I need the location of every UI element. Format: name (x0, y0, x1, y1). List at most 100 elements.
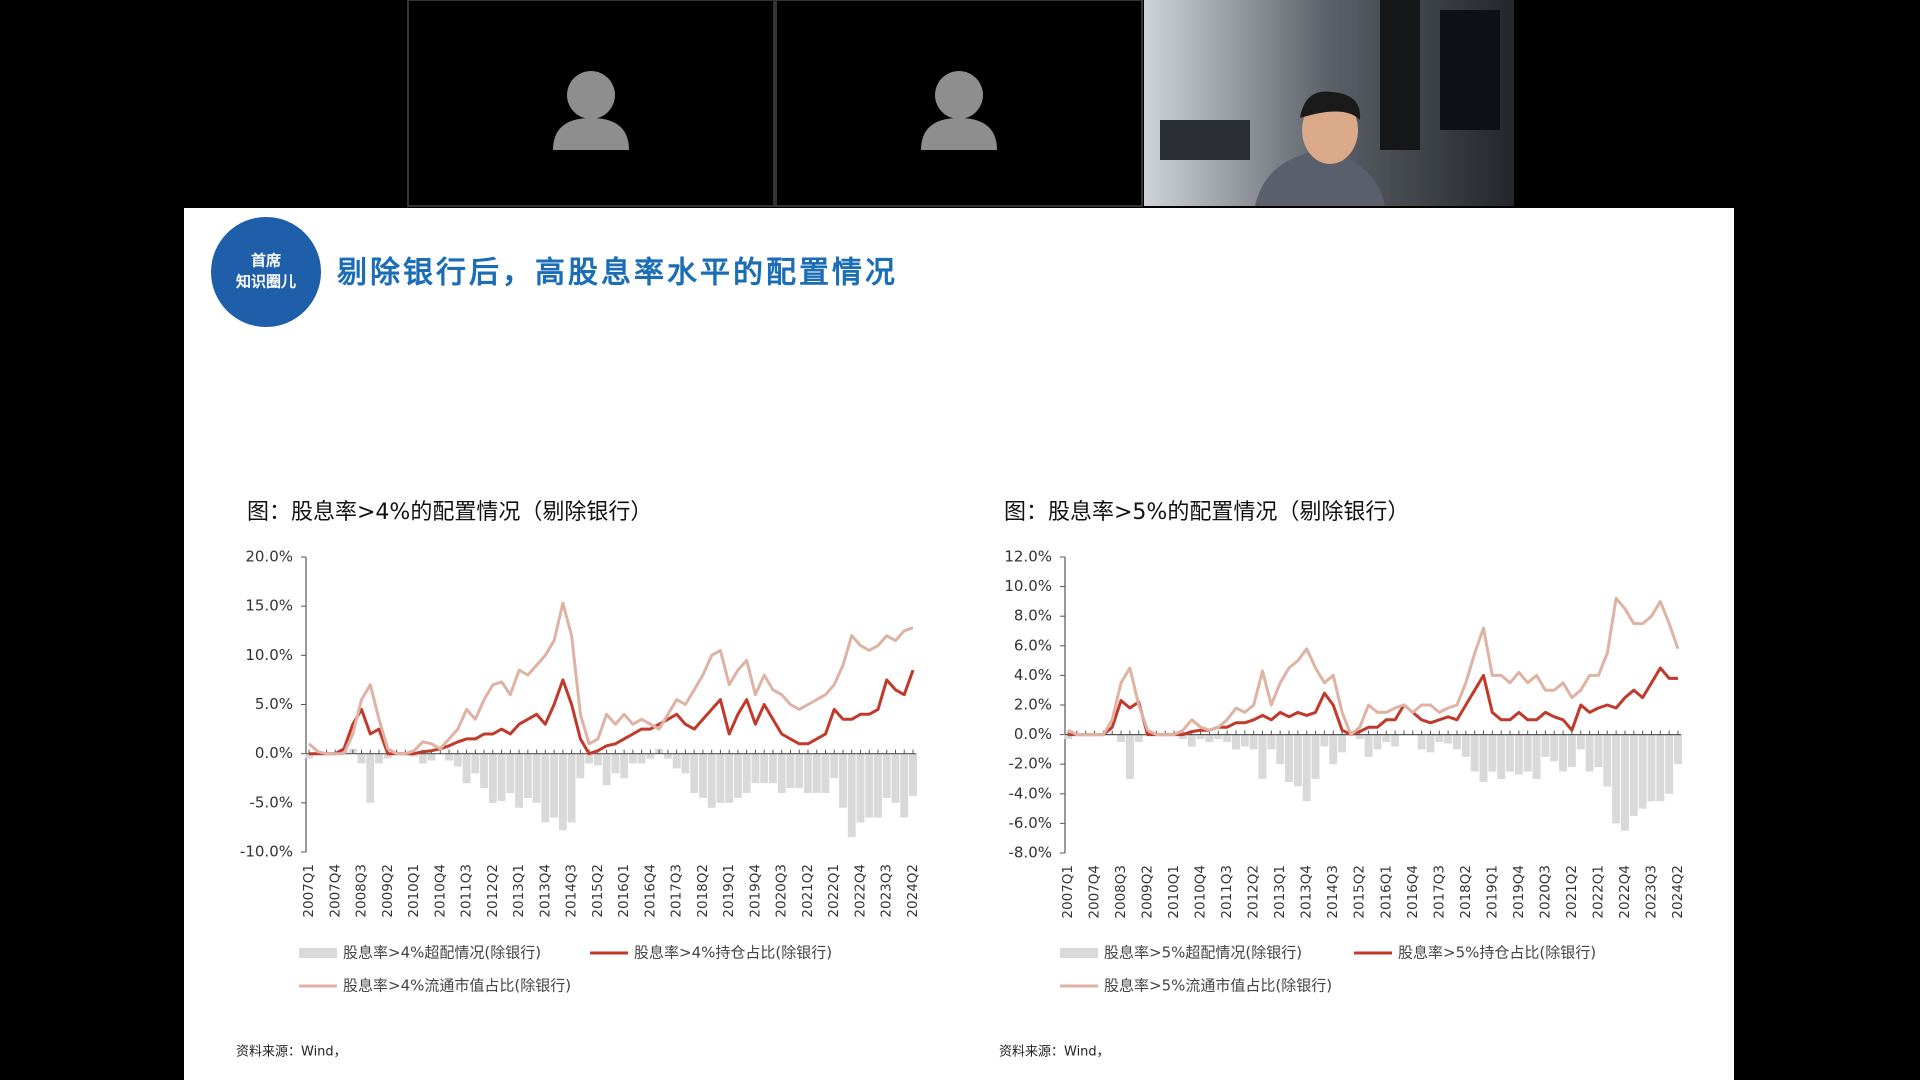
legend-label: 股息率>4%超配情况(除银行) (343, 944, 541, 962)
bar (1276, 734, 1285, 765)
x-tick-label: 2015Q2 (590, 864, 606, 918)
x-tick-label: 2016Q4 (1405, 865, 1421, 919)
bar (839, 753, 847, 808)
y-tick-label: 10.0% (1004, 577, 1052, 595)
bar (690, 753, 699, 793)
bar (769, 753, 777, 784)
y-tick-label: -5.0% (249, 793, 293, 811)
bar (1656, 734, 1665, 802)
x-tick-label: 2007Q4 (1087, 865, 1103, 919)
bar (1647, 734, 1656, 802)
bar (1293, 734, 1302, 787)
x-tick-label: 2007Q4 (327, 864, 343, 918)
x-tick-label: 2012Q2 (1246, 865, 1262, 919)
video-tile (407, 0, 775, 207)
bar (532, 753, 541, 803)
x-tick-label: 2013Q1 (1272, 865, 1288, 919)
bar (874, 753, 882, 818)
bar (1479, 734, 1488, 782)
x-tick-label: 2022Q1 (1590, 865, 1606, 919)
bar (383, 753, 392, 759)
x-tick-label: 2019Q4 (1511, 865, 1527, 919)
bar (646, 753, 655, 759)
bar (882, 753, 891, 798)
bar (611, 753, 620, 774)
slide (184, 208, 1734, 1080)
bar (357, 753, 366, 764)
y-tick-label: 20.0% (245, 548, 293, 566)
bar (1532, 734, 1541, 779)
x-tick-label: 2016Q1 (616, 864, 632, 918)
x-tick-label: 2022Q4 (1617, 865, 1633, 919)
x-tick-label: 2022Q1 (826, 864, 842, 918)
x-tick-label: 2023Q3 (879, 864, 895, 918)
x-tick-label: 2017Q3 (1431, 865, 1447, 919)
bar (471, 753, 480, 774)
bar (847, 753, 856, 838)
x-tick-label: 2015Q2 (1352, 865, 1368, 919)
camera-video (1144, 0, 1514, 206)
bar (672, 753, 681, 769)
bar (1223, 734, 1232, 742)
line (1067, 596, 1680, 737)
x-tick-label: 2017Q3 (669, 864, 685, 918)
bar (1311, 734, 1320, 779)
x-tick-label: 2024Q2 (1670, 865, 1686, 919)
bar (716, 753, 725, 803)
bar (628, 753, 637, 764)
x-tick-label: 2010Q4 (432, 864, 448, 918)
bar (1258, 734, 1267, 779)
bar (751, 753, 760, 784)
bar (488, 753, 497, 803)
x-tick-label: 2008Q3 (354, 864, 370, 918)
y-tick-label: -8.0% (1008, 844, 1052, 862)
bar (506, 753, 515, 793)
y-tick-label: -6.0% (1008, 814, 1052, 832)
legend-label: 股息率>4%流通市值占比(除银行) (343, 977, 571, 995)
bar (742, 753, 751, 793)
bar (1444, 734, 1453, 744)
bar (497, 753, 506, 801)
bar (1196, 734, 1205, 740)
x-tick-label: 2011Q3 (1219, 865, 1235, 919)
bar (812, 753, 821, 793)
x-tick-label: 2018Q2 (1458, 865, 1474, 919)
bar (1514, 734, 1523, 775)
x-tick-label: 2019Q4 (747, 864, 763, 918)
bar (1426, 734, 1435, 753)
bar (427, 753, 436, 761)
bar (1285, 734, 1293, 782)
bar (1603, 734, 1612, 787)
bar (681, 753, 690, 774)
legend-label: 股息率>5%持仓占比(除银行) (1398, 944, 1596, 962)
y-tick-label: 10.0% (245, 646, 293, 664)
bar (1125, 734, 1134, 779)
bar (593, 753, 602, 766)
y-tick-label: 12.0% (1004, 548, 1052, 566)
x-tick-label: 2020Q3 (774, 864, 790, 918)
x-tick-label: 2007Q1 (1060, 865, 1076, 919)
x-tick-label: 2010Q1 (406, 864, 422, 918)
bar (1064, 734, 1072, 740)
bar (856, 753, 865, 823)
y-tick-label: 15.0% (245, 597, 293, 615)
bar (1240, 734, 1249, 747)
x-tick-label: 2007Q1 (301, 864, 317, 918)
y-tick-label: -4.0% (1008, 784, 1052, 802)
bar (1585, 734, 1594, 772)
legend-label: 股息率>5%流通市值占比(除银行) (1104, 977, 1332, 995)
bar (830, 753, 839, 779)
bar (620, 753, 629, 779)
y-tick-label: 8.0% (1014, 607, 1052, 625)
legend-label: 股息率>5%超配情况(除银行) (1104, 944, 1302, 962)
bar (1665, 734, 1674, 794)
bar (1435, 734, 1444, 742)
bar (1355, 734, 1364, 740)
bar (1338, 734, 1347, 753)
chart-title: 图：股息率>5%的配置情况（剔除银行） (1004, 500, 1409, 525)
bar (1550, 734, 1559, 762)
x-tick-label: 2010Q1 (1166, 865, 1182, 919)
bar (891, 753, 900, 803)
bar (366, 753, 375, 803)
bar (1470, 734, 1479, 772)
